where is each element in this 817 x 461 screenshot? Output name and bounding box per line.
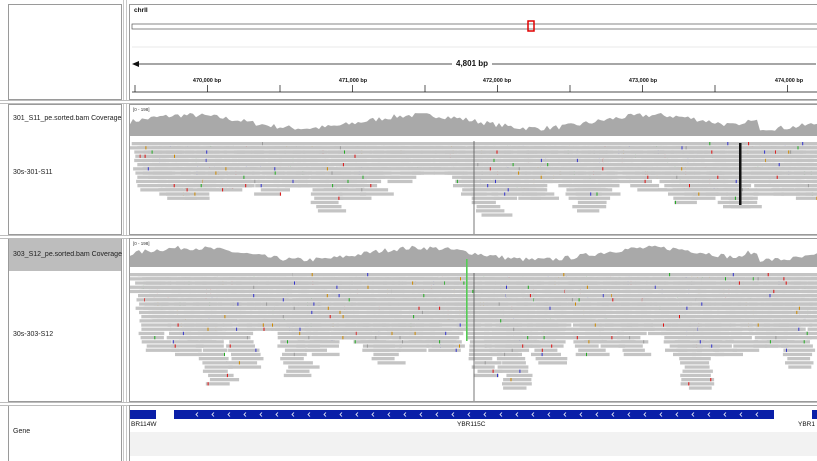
span-label: 4,801 bp [451,59,493,68]
tick-label-474000: 474,000 bp [774,78,804,84]
chromosome-ideogram [131,23,817,30]
gene-expanded-area [130,432,817,456]
track2-data-panel[interactable]: [0 - 198] [129,238,817,402]
gene-label-ybr115c: YBR115C [457,421,486,428]
gene-data-panel[interactable]: BR114W YBR115C YBR1 [129,405,817,461]
chromosome-name: chrII [134,7,148,14]
gene-label-br114w: BR114W [131,421,157,428]
track1-graphics [130,113,817,234]
ruler-ticks [134,85,788,92]
ruler-panel[interactable]: chrII 4,801 bp 470,000 bp 471,000 bp 472… [129,4,817,100]
gene-strand-arrows [195,412,759,417]
track2-graphics [130,245,817,401]
track1-coverage-range: [0 - 198] [133,107,150,112]
tick-label-470000: 470,000 bp [192,78,222,84]
gene-name-panel: Gene [8,405,122,461]
panel-separator-1[interactable] [0,100,817,104]
gene-br114w-feature [130,410,156,419]
track1-coverage-area [130,113,817,136]
gene-ybr115c-feature [174,410,774,419]
gene-ybr1-feature [812,410,817,419]
gene-graphics [130,410,817,456]
track2-name-panel: 303_S12_pe.sorted.bam Coverage 30s-303-S… [8,238,122,402]
track1-data-panel[interactable]: [0 - 198] [129,104,817,235]
track2-alignment-reads [130,259,817,390]
current-locus-box [527,20,535,32]
track1-alignment-label[interactable]: 30s-301-S11 [13,169,53,176]
track1-coverage-label[interactable]: 301_S11_pe.sorted.bam Coverage [13,115,122,122]
tick-label-472000: 472,000 bp [482,78,512,84]
column-divider[interactable] [123,0,127,461]
track2-coverage-range: [0 - 198] [133,241,150,246]
track1-alignment-reads [130,142,817,217]
ruler-graphics [131,20,817,93]
track2-coverage-label[interactable]: 303_S12_pe.sorted.bam Coverage [13,251,122,258]
gene-label-ybr1: YBR1 [798,421,815,428]
track2-coverage-area [130,245,817,267]
tick-label-473000: 473,000 bp [628,78,658,84]
gene-track-label[interactable]: Gene [13,428,31,435]
track2-alignment-label[interactable]: 30s-303-S12 [13,331,54,338]
track2-selected-highlight [9,239,121,271]
tick-label-471000: 471,000 bp [338,78,368,84]
span-arrow-left-head [132,61,139,67]
ruler-name-panel [8,4,122,100]
track1-name-panel: 301_S11_pe.sorted.bam Coverage 30s-301-S… [8,104,122,235]
